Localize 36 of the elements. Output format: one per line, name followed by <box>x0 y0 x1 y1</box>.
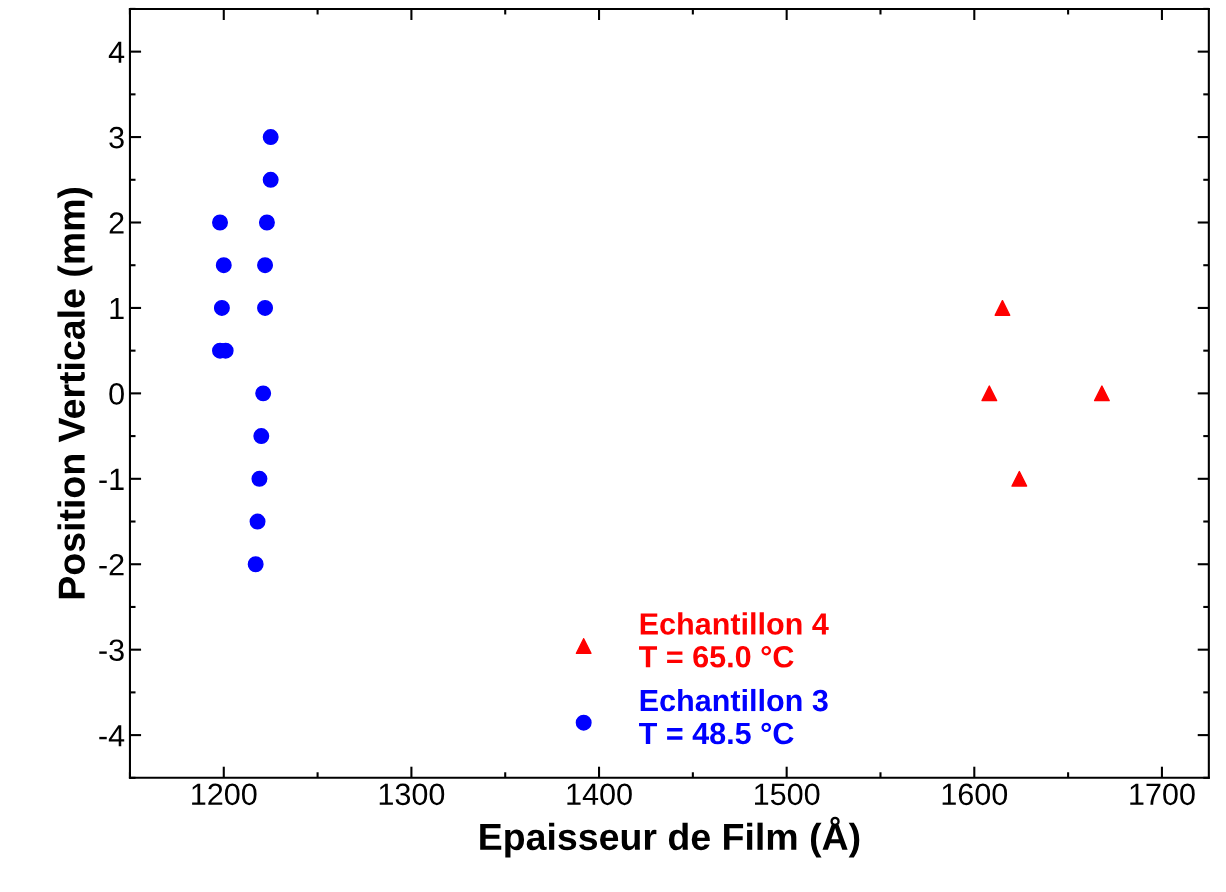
y-tick-label: -1 <box>99 468 124 490</box>
point <box>247 556 264 573</box>
x-axis-title: Epaisseur de Film (Å) <box>480 816 860 858</box>
y-tick-label: 3 <box>109 126 124 149</box>
point <box>253 428 270 445</box>
point <box>257 299 274 316</box>
point <box>981 385 998 402</box>
y-tick-label: 2 <box>109 212 124 234</box>
point <box>1093 385 1110 402</box>
point <box>249 513 266 530</box>
point <box>262 171 279 188</box>
x-tick-label: 1200 <box>192 783 257 806</box>
legend-label: Echantillon 3 T = 48.5 °C <box>639 688 828 745</box>
point <box>215 257 232 274</box>
y-tick-label: 1 <box>110 297 124 320</box>
x-tick-label: 1400 <box>567 783 632 806</box>
point <box>251 470 268 487</box>
y-tick-label: -3 <box>99 639 124 662</box>
y-tick-label: -2 <box>99 553 124 576</box>
point <box>212 214 228 231</box>
point <box>213 299 230 316</box>
y-axis-title: Position Verticale (mm) <box>57 187 93 599</box>
x-tick-label: 1600 <box>942 783 1008 806</box>
legend-label: Echantillon 4 T = 65.0 °C <box>639 612 829 668</box>
point <box>255 385 272 402</box>
x-tick-label: 1500 <box>755 783 820 806</box>
point <box>262 129 279 146</box>
point <box>258 214 275 231</box>
point <box>1011 470 1028 487</box>
point <box>994 299 1011 316</box>
point <box>257 257 274 274</box>
y-tick-label: -4 <box>99 725 125 747</box>
y-tick-label: 0 <box>109 383 124 405</box>
x-tick-label: 1300 <box>379 783 445 806</box>
x-tick-label: 1700 <box>1130 783 1195 806</box>
y-tick-label: 4 <box>108 41 125 63</box>
